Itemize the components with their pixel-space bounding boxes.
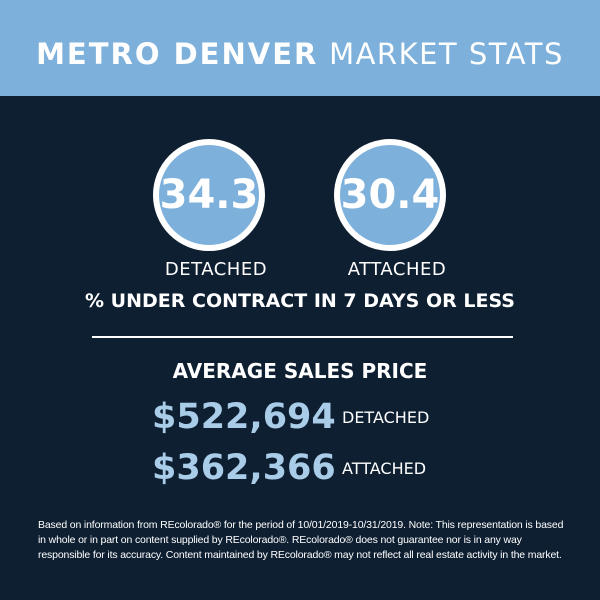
attached-contract-label: ATTACHED [347,259,447,280]
divider [92,336,513,338]
attached-price-label: ATTACHED [342,459,427,478]
title-bold: METRO DENVER [36,37,319,71]
detached-contract-label: DETACHED [164,259,268,280]
page-title: METRO DENVER MARKET STATS [0,36,600,72]
header-banner [0,0,600,96]
title-light: MARKET STATS [329,37,564,71]
attached-contract-value: 30.4 [340,172,440,218]
average-sales-price-heading: AVERAGE SALES PRICE [172,359,428,383]
under-contract-caption: % UNDER CONTRACT IN 7 DAYS OR LESS [85,290,515,312]
detached-contract-circle: 34.3 [153,139,265,251]
detached-price-label: DETACHED [342,408,430,427]
detached-price-value: $522,694 [152,397,336,437]
disclaimer-text: Based on information from REcolorado® fo… [38,519,564,561]
attached-price-value: $362,366 [152,448,336,488]
attached-contract-circle: 30.4 [334,139,446,251]
detached-contract-value: 34.3 [159,172,259,218]
